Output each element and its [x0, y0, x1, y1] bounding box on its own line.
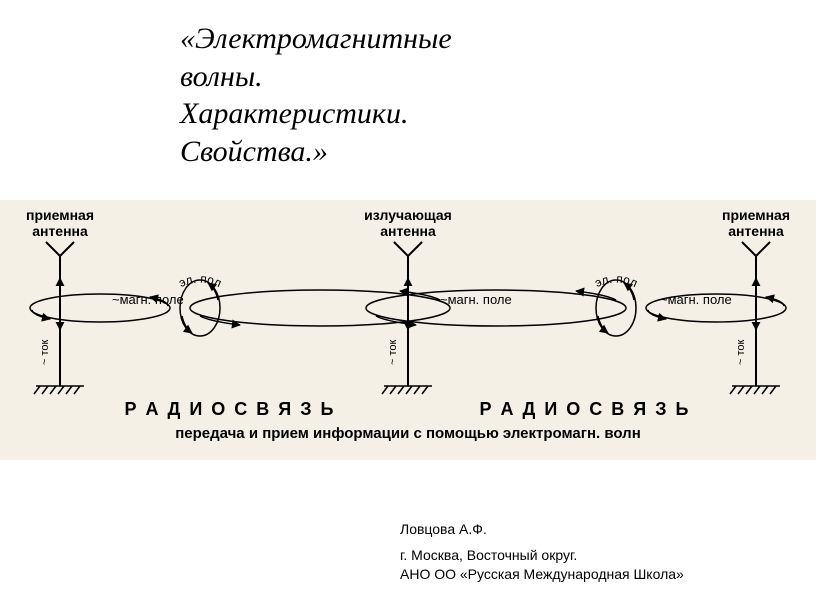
footer-block: Ловцова А.Ф. г. Москва, Восточный округ.…: [400, 520, 684, 585]
label-mag-right: ~магн. поле: [660, 292, 732, 307]
label-el-right: ~эл. поле: [0, 200, 640, 290]
label-radiolink-left: Р А Д И О С В Я З Ь: [125, 399, 336, 419]
svg-text:~эл. поле: ~эл. поле: [0, 200, 640, 290]
radio-diagram: приемная антенна излучающая антенна прие…: [0, 200, 816, 460]
label-rx-left-1: приемная: [26, 207, 94, 223]
label-tok-center: ~ ток: [387, 339, 399, 365]
footer-author: Ловцова А.Ф.: [400, 520, 684, 540]
title-line-3: Характеристики.: [180, 95, 452, 133]
label-mag-center: ~магн. поле: [440, 292, 512, 307]
label-rx-right-1: приемная: [722, 207, 790, 223]
label-tx-2: антенна: [380, 223, 436, 239]
label-tx-1: излучающая: [364, 207, 452, 223]
title-line-4: Свойства.»: [180, 133, 452, 171]
label-mag-left: ~магн. поле: [112, 292, 184, 307]
label-rx-left-2: антенна: [32, 223, 88, 239]
label-tok-left: ~ ток: [39, 339, 51, 365]
page-title: «Электромагнитные волны. Характеристики.…: [180, 20, 452, 170]
diagram-subtitle: передача и прием информации с помощью эл…: [175, 425, 641, 442]
label-rx-right-2: антенна: [728, 223, 784, 239]
label-tok-right: ~ ток: [735, 339, 747, 365]
title-line-1: «Электромагнитные: [180, 20, 452, 58]
footer-line-2: АНО ОО «Русская Международная Школа»: [400, 565, 684, 585]
label-radiolink-right: Р А Д И О С В Я З Ь: [480, 399, 691, 419]
footer-line-1: г. Москва, Восточный округ.: [400, 546, 684, 566]
title-line-2: волны.: [180, 58, 452, 96]
